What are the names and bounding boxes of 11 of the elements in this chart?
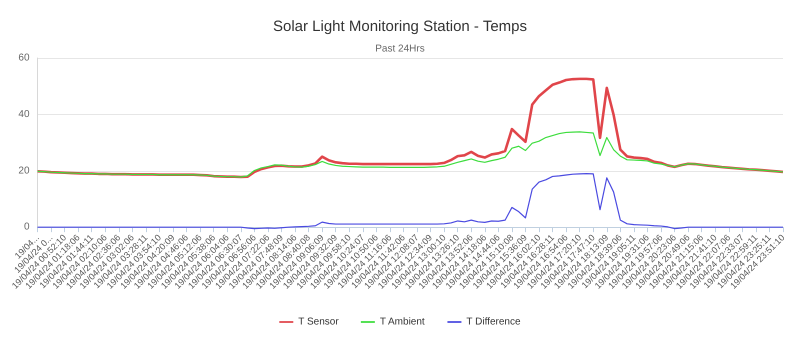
- legend-label: T Difference: [466, 316, 521, 328]
- y-tick-label: 60: [18, 52, 30, 64]
- line-series: [36, 131, 784, 178]
- legend-label: T Sensor: [298, 316, 340, 328]
- chart-subtitle: Past 24Hrs: [375, 44, 425, 54]
- chart-title: Solar Light Monitoring Station - Temps: [272, 18, 528, 35]
- legend-label: T Ambient: [380, 316, 425, 328]
- y-tick-label: 0: [24, 222, 30, 233]
- y-tick-label: 40: [18, 108, 30, 120]
- y-tick-label: 20: [18, 165, 30, 176]
- line-series: [36, 173, 784, 230]
